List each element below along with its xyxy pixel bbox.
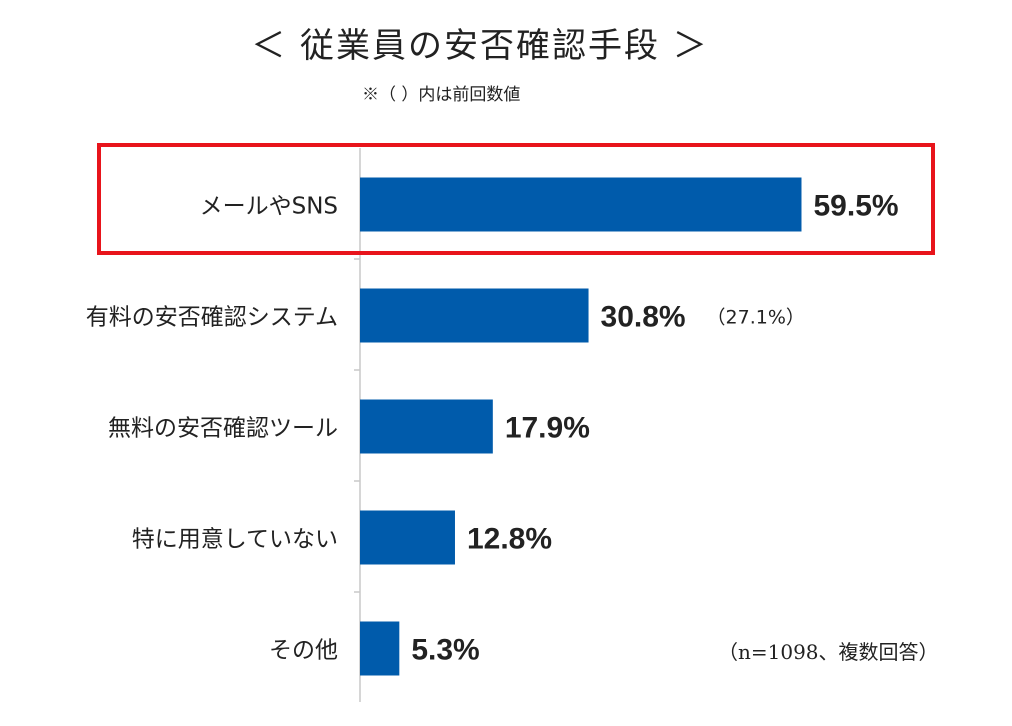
highlight-box <box>97 143 935 255</box>
value-label: 17.9% <box>505 412 590 445</box>
bar <box>360 510 455 565</box>
value-label: 5.3% <box>411 634 479 667</box>
previous-value-label: （27.1%） <box>707 307 805 329</box>
chart-title: ＜ 従業員の安否確認手段 ＞ <box>251 26 709 66</box>
category-label: 無料の安否確認ツール <box>108 416 338 442</box>
value-label: 12.8% <box>467 523 552 556</box>
chart-subtitle: ※（ ）内は前回数値 <box>362 85 521 105</box>
bar <box>360 177 802 232</box>
value-label: 59.5% <box>813 190 898 223</box>
sample-note: （n=1098、複数回答） <box>718 640 939 664</box>
category-label: メールやSNS <box>200 194 338 220</box>
bar <box>360 399 493 454</box>
category-label: 有料の安否確認システム <box>86 305 338 331</box>
bar <box>360 288 589 343</box>
category-label: その他 <box>269 638 338 664</box>
value-label: 30.8% <box>601 301 686 334</box>
bar <box>360 621 400 676</box>
category-label: 特に用意していない <box>132 527 338 553</box>
